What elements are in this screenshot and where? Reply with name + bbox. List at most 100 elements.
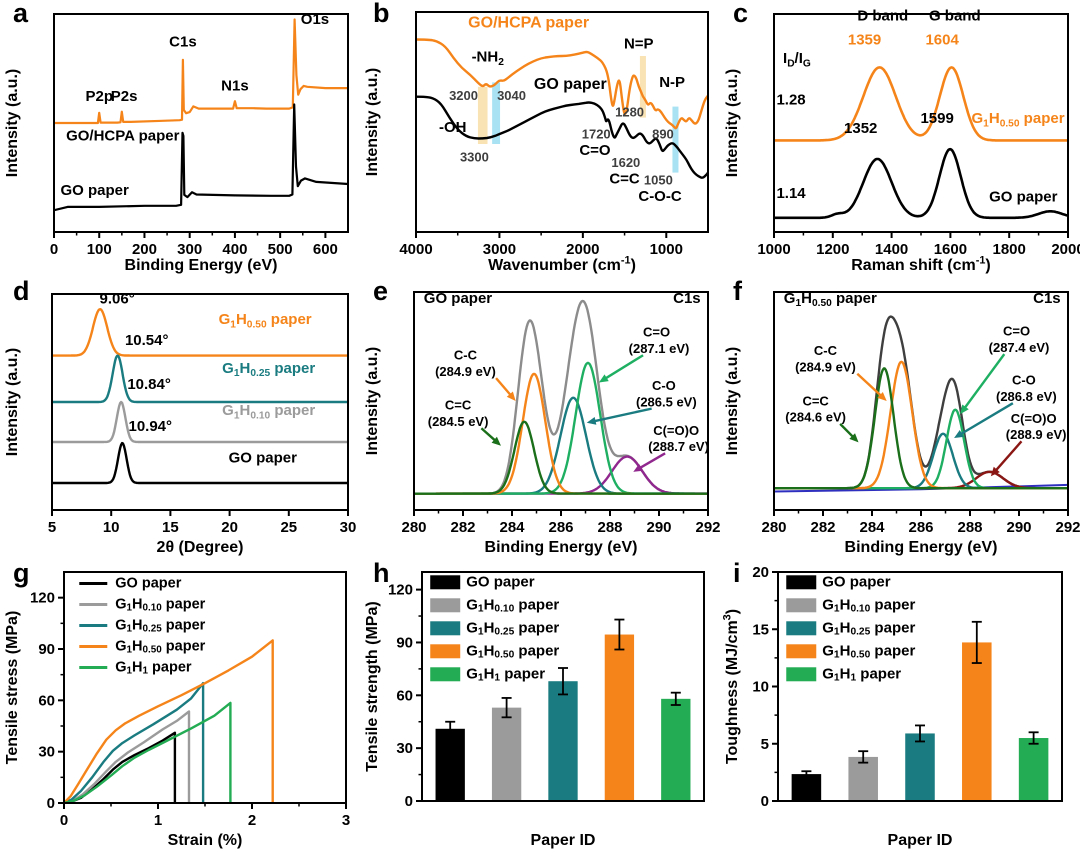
svg-text:Intensity (a.u.): Intensity (a.u.) [4, 348, 21, 456]
svg-text:1: 1 [154, 812, 162, 829]
svg-text:N-P: N-P [659, 74, 685, 91]
panel-a-letter: a [13, 0, 29, 28]
svg-text:3: 3 [342, 812, 350, 829]
svg-text:Intensity (a.u.): Intensity (a.u.) [364, 68, 381, 176]
svg-text:286: 286 [908, 519, 933, 536]
svg-text:292: 292 [695, 519, 720, 536]
svg-text:(287.4 eV): (287.4 eV) [989, 340, 1050, 355]
svg-text:5: 5 [761, 736, 769, 753]
svg-text:C(=O)O: C(=O)O [1011, 411, 1057, 426]
svg-text:N=P: N=P [624, 35, 654, 52]
svg-text:10.94°: 10.94° [128, 418, 172, 435]
svg-text:C-O: C-O [1012, 373, 1036, 388]
panel-e: e 280 282 284 286 288 290 292 Binding Energy (e… [360, 276, 720, 560]
svg-text:Toughness (MJ/cm3): Toughness (MJ/cm3) [722, 609, 741, 764]
svg-text:GO/HCPA paper: GO/HCPA paper [468, 14, 589, 31]
svg-text:ID/IG: ID/IG [783, 50, 811, 69]
svg-text:(284.9 eV): (284.9 eV) [435, 364, 496, 379]
svg-text:288: 288 [597, 519, 622, 536]
svg-text:Paper ID: Paper ID [888, 832, 953, 849]
svg-text:1200: 1200 [816, 241, 849, 258]
svg-text:10.54°: 10.54° [125, 332, 169, 349]
svg-text:(284.9 eV): (284.9 eV) [795, 360, 856, 375]
svg-text:25: 25 [280, 519, 297, 536]
svg-text:3040: 3040 [497, 88, 526, 103]
svg-text:120: 120 [388, 582, 413, 599]
svg-text:C-O-C: C-O-C [638, 188, 681, 205]
svg-text:G band: G band [929, 8, 981, 25]
svg-text:2θ (Degree): 2θ (Degree) [157, 539, 244, 556]
svg-text:Intensity (a.u.): Intensity (a.u.) [724, 347, 741, 455]
svg-text:100: 100 [87, 241, 112, 258]
svg-text:1599: 1599 [920, 110, 953, 127]
svg-text:G1H1 paper: G1H1 paper [466, 665, 545, 683]
svg-text:C=O: C=O [579, 142, 611, 159]
svg-text:Binding Energy (eV): Binding Energy (eV) [845, 539, 998, 556]
svg-text:Wavenumber (cm-1): Wavenumber (cm-1) [488, 255, 636, 274]
svg-text:0: 0 [761, 793, 769, 810]
panel-f-letter: f [733, 276, 742, 306]
svg-text:10.84°: 10.84° [127, 376, 171, 393]
svg-text:1352: 1352 [844, 120, 877, 137]
svg-text:GO paper: GO paper [822, 573, 891, 590]
svg-text:90: 90 [396, 634, 413, 651]
svg-text:1000: 1000 [757, 241, 790, 258]
svg-text:282: 282 [450, 519, 475, 536]
svg-text:O1s: O1s [301, 11, 329, 28]
svg-text:4000: 4000 [399, 241, 432, 258]
svg-text:GO paper: GO paper [466, 573, 535, 590]
svg-text:1720: 1720 [582, 127, 611, 142]
svg-text:1050: 1050 [644, 173, 673, 188]
panel-c-chart: 1000 1200 1400 1600 1800 2000 Raman shift (cm-… [724, 8, 1080, 274]
svg-text:15: 15 [752, 621, 769, 638]
svg-text:0: 0 [60, 812, 68, 829]
svg-text:P2s: P2s [111, 88, 138, 105]
svg-text:GO/HCPA paper: GO/HCPA paper [66, 127, 180, 144]
svg-text:30: 30 [396, 740, 413, 757]
svg-text:20: 20 [752, 564, 769, 581]
svg-text:D band: D band [857, 8, 908, 25]
svg-text:GO paper: GO paper [989, 188, 1058, 205]
svg-text:G1H0.25 paper: G1H0.25 paper [822, 619, 915, 637]
svg-text:Strain (%): Strain (%) [168, 832, 243, 849]
panel-g-letter: g [13, 558, 30, 588]
svg-text:30: 30 [38, 744, 55, 761]
panel-d-letter: d [13, 276, 30, 306]
svg-text:G1H0.25 paper: G1H0.25 paper [222, 360, 315, 379]
svg-text:Binding Energy (eV): Binding Energy (eV) [125, 257, 278, 274]
svg-text:90: 90 [38, 641, 55, 658]
svg-text:282: 282 [810, 519, 835, 536]
svg-text:1604: 1604 [925, 32, 959, 49]
svg-text:Paper ID: Paper ID [531, 832, 596, 849]
svg-text:(284.5 eV): (284.5 eV) [428, 414, 489, 429]
svg-text:G1H0.10 paper: G1H0.10 paper [115, 596, 205, 613]
svg-text:600: 600 [313, 241, 338, 258]
panel-f-chart: 280 282 284 286 288 290 292 Binding Energy (eV)… [724, 290, 1080, 556]
svg-text:G1H0.50 paper: G1H0.50 paper [219, 311, 312, 330]
svg-text:G1H0.10 paper: G1H0.10 paper [466, 596, 559, 614]
svg-text:284: 284 [859, 519, 885, 536]
panel-e-letter: e [373, 276, 389, 306]
svg-text:1280: 1280 [615, 105, 644, 120]
svg-text:C=O: C=O [643, 325, 670, 340]
panel-f: f 280 282 284 286 288 290 292 Binding Energy (e… [720, 276, 1080, 560]
panel-h-chart: 0 30 60 90 120 Paper ID Tensile strength (MPa)… [364, 571, 705, 849]
svg-text:C=O: C=O [1003, 324, 1030, 339]
svg-text:890: 890 [652, 127, 674, 142]
svg-text:C=C: C=C [445, 398, 472, 413]
svg-text:500: 500 [268, 241, 293, 258]
svg-text:C1s: C1s [673, 290, 701, 307]
svg-text:(284.6 eV): (284.6 eV) [785, 410, 846, 425]
svg-text:286: 286 [548, 519, 573, 536]
svg-text:292: 292 [1055, 519, 1080, 536]
svg-text:G1H0.25 paper: G1H0.25 paper [115, 617, 205, 634]
svg-text:GO paper: GO paper [229, 449, 298, 466]
panel-e-chart: 280 282 284 286 288 290 292 Binding Energy (eV)… [364, 290, 720, 556]
panel-b: b 4000 3000 2000 1000 Wavenumber (cm-1) Inten… [360, 0, 720, 278]
svg-text:1359: 1359 [848, 32, 881, 49]
svg-text:C1s: C1s [169, 34, 197, 51]
svg-text:(288.7 eV): (288.7 eV) [648, 439, 709, 454]
svg-text:0: 0 [47, 795, 55, 812]
svg-text:G1H1 paper: G1H1 paper [115, 659, 192, 676]
